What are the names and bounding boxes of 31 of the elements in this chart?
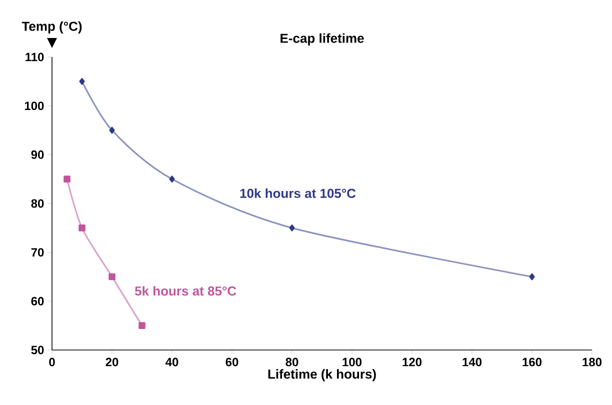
point bbox=[289, 224, 295, 232]
x-tick-label: 160 bbox=[522, 358, 542, 366]
y-tick-label: 100 bbox=[24, 102, 44, 110]
y-tick-label: 60 bbox=[31, 296, 44, 306]
y-tick-label: 50 bbox=[31, 346, 44, 354]
y-tick-label: 90 bbox=[31, 150, 44, 159]
point bbox=[64, 176, 70, 182]
x-tick-label: 120 bbox=[402, 358, 422, 366]
x-tick-label: 80 bbox=[286, 358, 298, 366]
point bbox=[79, 78, 85, 85]
series-label: 10k hours at 105°C bbox=[240, 188, 356, 198]
x-axis-title: Lifetime (k hours) bbox=[268, 369, 376, 382]
y-tick-label: 70 bbox=[31, 248, 44, 257]
point bbox=[138, 322, 146, 329]
point bbox=[108, 273, 116, 280]
x-tick-label: 100 bbox=[342, 358, 362, 366]
series-label: 5k hours at 85°C bbox=[134, 286, 236, 296]
x-tick-label: 0 bbox=[49, 358, 55, 366]
x-tick-label: 20 bbox=[106, 358, 118, 366]
point bbox=[529, 273, 535, 280]
point bbox=[78, 224, 86, 232]
point bbox=[109, 126, 115, 134]
y-tick-label: 80 bbox=[31, 199, 44, 208]
x-tick-label: 40 bbox=[166, 358, 178, 366]
x-tick-label: 60 bbox=[226, 358, 238, 366]
y-axis-title: Temp (°C) bbox=[22, 21, 82, 34]
x-tick-label: 180 bbox=[582, 358, 602, 366]
chart-title: E-cap lifetime bbox=[280, 33, 364, 46]
point bbox=[169, 176, 175, 182]
x-tick-label: 140 bbox=[462, 358, 482, 366]
y-tick-label: 110 bbox=[26, 52, 44, 62]
